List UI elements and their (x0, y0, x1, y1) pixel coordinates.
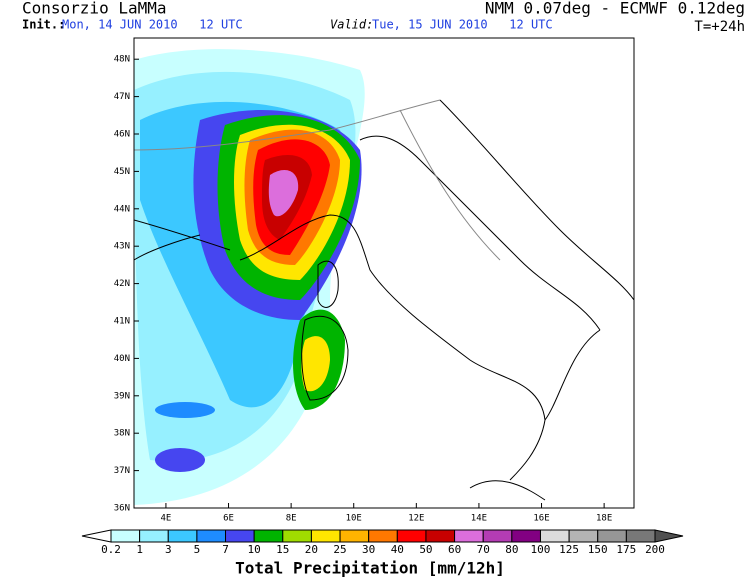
colorbar-label: 30 (362, 543, 375, 556)
colorbar-segment (310, 529, 341, 543)
colorbar-label: 200 (645, 543, 665, 556)
colorbar-segment (110, 529, 141, 543)
colorbar-label: 175 (616, 543, 636, 556)
colorbar-label: 100 (531, 543, 551, 556)
colorbar-segment (454, 529, 484, 543)
colorbar-label: 125 (559, 543, 579, 556)
lon-tick-label: 6E (223, 514, 234, 524)
colorbar-segment (282, 529, 312, 543)
colorbar-label: 5 (194, 543, 201, 556)
colorbar-segment (597, 529, 627, 543)
colorbar-label: 7 (222, 543, 229, 556)
colorbar-segment (396, 529, 427, 543)
lon-tick-label: 8E (286, 514, 297, 524)
model: NMM 0.07deg - ECMWF 0.12deg (485, 0, 745, 18)
map-frame (133, 37, 635, 509)
lat-tick-label: 43N (114, 242, 130, 252)
colorbar-segment (339, 529, 370, 543)
lon-tick-label: 10E (346, 514, 362, 524)
lat-tick-label: 48N (114, 55, 130, 65)
lon-tick-label: 12E (408, 514, 424, 524)
lat-tick-label: 42N (114, 279, 130, 289)
lat-tick-label: 46N (114, 130, 130, 140)
colorbar-segment (167, 529, 198, 543)
colorbar-label: 150 (588, 543, 608, 556)
lon-tick-label: 14E (471, 514, 487, 524)
lat-tick-label: 47N (114, 92, 130, 102)
colorbar-segment (253, 529, 284, 543)
lon-tick-label: 4E (161, 514, 172, 524)
colorbar-segment (139, 529, 169, 543)
lat-tick-label: 41N (114, 317, 130, 327)
colorbar-segment (425, 529, 456, 543)
colorbar-label: 40 (391, 543, 404, 556)
valid-label: Valid: (330, 18, 373, 32)
colorbar-segment (368, 529, 398, 543)
colorbar-segment (511, 529, 541, 543)
lat-tick-label: 39N (114, 391, 130, 401)
source: Consorzio LaMMa (22, 0, 167, 18)
colorbar-segment (568, 529, 599, 543)
map-area (134, 38, 634, 508)
lat-tick-label: 37N (114, 466, 130, 476)
init-label: Init.: (22, 18, 65, 32)
lat-tick-label: 45N (114, 167, 130, 177)
lat-tick-label: 38N (114, 429, 130, 439)
colorbar-label: 3 (165, 543, 172, 556)
colorbar-label: 25 (333, 543, 346, 556)
lat-tick-label: 44N (114, 204, 130, 214)
init-time: Mon, 14 JUN 2010 12 UTC (62, 18, 243, 32)
colorbar-label: 10 (248, 543, 261, 556)
valid-time: Tue, 15 JUN 2010 12 UTC (372, 18, 553, 32)
lat-tick-label: 40N (114, 354, 130, 364)
colorbar-segment (225, 529, 255, 543)
colorbar-label: 50 (419, 543, 432, 556)
lat-tick-label: 36N (114, 504, 130, 514)
colorbar-label: 60 (448, 543, 461, 556)
colorbar-label: 0.2 (101, 543, 121, 556)
colorbar-label: 15 (276, 543, 289, 556)
lon-tick-label: 16E (533, 514, 549, 524)
colorbar-segment (625, 529, 656, 543)
colorbar-label: 1 (136, 543, 143, 556)
colorbar-label: 80 (505, 543, 518, 556)
colorbar-high (654, 529, 684, 543)
colorbar-segment (539, 529, 570, 543)
colorbar-low (81, 529, 112, 543)
colorbar-title: Total Precipitation [mm/12h] (235, 559, 505, 578)
colorbar-segment (482, 529, 513, 543)
lead-time: T=+24h (694, 19, 745, 35)
lon-tick-label: 18E (596, 514, 612, 524)
colorbar-label: 20 (305, 543, 318, 556)
colorbar-label: 70 (477, 543, 490, 556)
colorbar-segment (196, 529, 227, 543)
